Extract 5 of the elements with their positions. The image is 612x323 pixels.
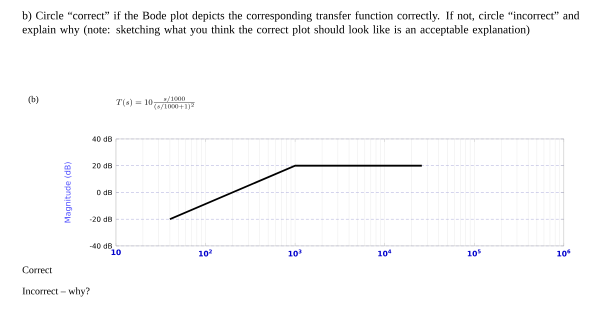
text: (b) <box>28 96 38 104</box>
chart-title: b) Circle “correct” if the Bode plot depicts the corresponding transfer function correctly. If not, circle “incorrect” and explain why (note: sketching what you think the correct plot should look like is an acceptable explanation) <box>22 11 580 36</box>
text: $T(s)=10\frac{s/1000}{(s/1000+1)^2}$ <box>116 96 195 110</box>
text: Incorrect – why? <box>22 287 90 296</box>
text: Correct <box>22 266 52 274</box>
